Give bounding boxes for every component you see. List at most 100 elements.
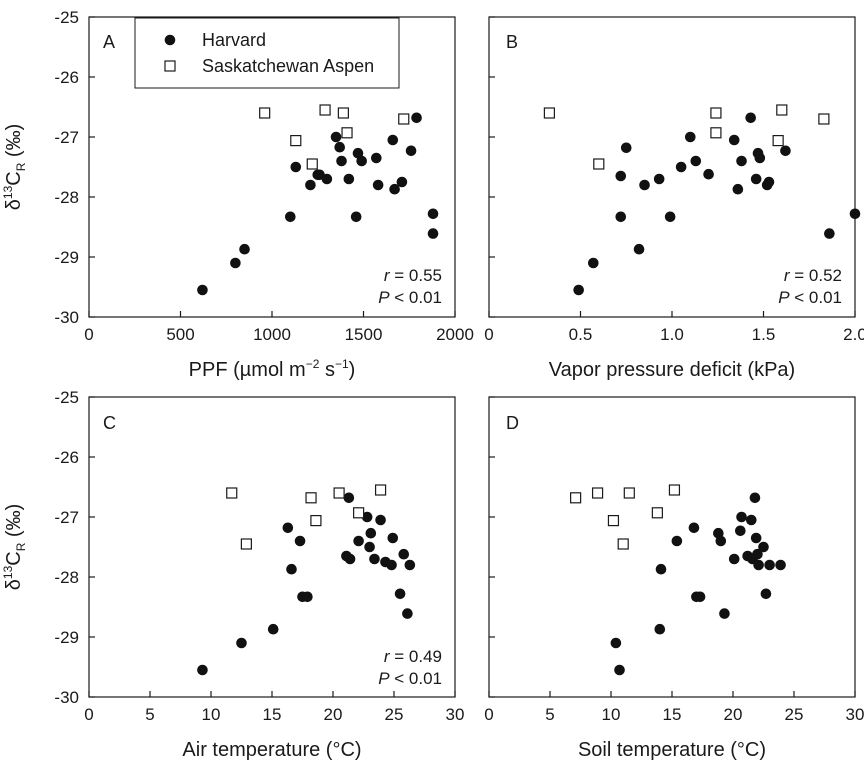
panel-d-x-tick-label: 20 <box>724 705 743 724</box>
panel-c-ticks: 0 5 10 15 20 25 30 -25 -26 -27 -28 -29 -30 <box>54 388 464 724</box>
harvard-point <box>387 134 399 146</box>
harvard-point <box>620 142 632 154</box>
saskatchewan-point <box>310 514 322 527</box>
harvard-point <box>746 514 757 526</box>
saskatchewan-point <box>543 107 555 119</box>
panel-d-x-tick-label: 30 <box>846 705 864 724</box>
harvard-point <box>344 553 356 565</box>
harvard-point <box>361 511 373 523</box>
harvard-point <box>197 664 208 676</box>
panel-c-y-tick-label: -26 <box>54 448 79 467</box>
legend-harvard-marker <box>164 34 176 46</box>
panel-a-x-tick-label: 2000 <box>436 325 474 344</box>
panel-d-frame <box>488 396 856 698</box>
panel-c-y-tick-label: -29 <box>54 628 79 647</box>
panel-a-y-tick-label: -29 <box>54 248 79 267</box>
harvard-point <box>330 131 342 143</box>
harvard-point <box>615 170 627 182</box>
harvard-point <box>614 664 625 676</box>
panel-d-x-tick-label: 15 <box>663 705 682 724</box>
harvard-point <box>694 591 706 603</box>
harvard-point <box>398 548 410 560</box>
harvard-point <box>750 173 762 185</box>
harvard-point <box>639 179 650 191</box>
saskatchewan-point <box>398 113 410 125</box>
harvard-point <box>690 155 702 167</box>
panel-a-ticks: 0 500 1000 1500 2000 -25 -26 -27 -28 -29 -30 <box>54 8 473 344</box>
harvard-point <box>350 211 362 223</box>
harvard-point <box>849 208 861 220</box>
saskatchewan-point <box>337 107 349 119</box>
saskatchewan-point <box>305 492 317 504</box>
harvard-point <box>749 492 761 504</box>
harvard-point <box>305 179 316 191</box>
panel-a-x-tick-label: 0 <box>84 325 93 344</box>
harvard-point <box>404 559 416 571</box>
harvard-point <box>763 176 775 188</box>
harvard-point <box>615 211 627 223</box>
saskatchewan-point <box>772 135 784 147</box>
harvard-point <box>633 243 645 255</box>
harvard-point <box>653 173 665 185</box>
panel-c-x-tick-label: 25 <box>385 705 404 724</box>
panel-a-stat-p: P < 0.01 <box>378 288 442 307</box>
panel-a-y-tick-label: -28 <box>54 188 79 207</box>
harvard-point <box>394 588 406 600</box>
harvard-point <box>754 152 766 164</box>
panel-c: C 0 5 10 15 20 25 30 -25 -26 -27 -28 -29 -30 r = 0.4… <box>54 388 464 724</box>
panel-a-letter: A <box>103 32 115 52</box>
harvard-point <box>764 559 775 571</box>
panel-b-points <box>543 104 861 296</box>
panel-b-x-tick-label: 0.5 <box>569 325 593 344</box>
panel-c-letter: C <box>103 413 116 433</box>
harvard-point <box>758 541 769 553</box>
panel-a-y-tick-label: -26 <box>54 68 79 87</box>
panel-c-x-axis-label: Air temperature (°C) <box>182 739 361 761</box>
harvard-point <box>336 155 347 167</box>
harvard-point <box>290 161 302 173</box>
harvard-point <box>236 637 247 649</box>
panel-c-y-tick-label: -30 <box>54 688 79 707</box>
harvard-point <box>389 183 400 195</box>
panel-c-stat-r: r = 0.49 <box>384 647 442 666</box>
harvard-point <box>239 243 250 255</box>
panel-d-x-tick-label: 0 <box>484 705 493 724</box>
saskatchewan-point <box>617 538 629 550</box>
harvard-point <box>427 228 439 239</box>
harvard-point <box>719 608 730 619</box>
panel-d-x-tick-label: 5 <box>545 705 554 724</box>
panel-a-points <box>197 104 439 296</box>
harvard-point <box>353 535 364 547</box>
panel-a-y-tick-label: -30 <box>54 308 79 327</box>
saskatchewan-point <box>710 107 722 119</box>
y-axis-label-bottom: δ13CR (‰) <box>1 504 28 591</box>
panel-b-letter: B <box>506 32 518 52</box>
saskatchewan-point <box>668 484 681 496</box>
harvard-point <box>745 112 756 124</box>
panel-c-y-tick-label: -28 <box>54 568 79 587</box>
harvard-point <box>654 623 666 635</box>
saskatchewan-point <box>240 538 252 550</box>
harvard-point <box>573 284 584 296</box>
panel-b-x-tick-label: 2.0 <box>843 325 864 344</box>
panel-c-points <box>197 484 416 676</box>
harvard-point <box>372 179 384 191</box>
panel-c-y-tick-label: -25 <box>54 388 79 407</box>
panel-a-stat-r: r = 0.55 <box>384 266 442 285</box>
panel-b-x-tick-label: 1.5 <box>752 325 776 344</box>
harvard-point <box>365 527 377 539</box>
panel-b-x-tick-label: 0 <box>484 325 493 344</box>
panel-b-x-axis-label: Vapor pressure deficit (kPa) <box>549 359 795 381</box>
harvard-point <box>588 257 599 269</box>
saskatchewan-point <box>374 484 387 496</box>
harvard-point <box>364 541 375 553</box>
harvard-point <box>753 559 764 571</box>
harvard-point <box>750 532 762 544</box>
harvard-point <box>405 145 417 157</box>
harvard-point <box>664 211 676 223</box>
harvard-point <box>736 155 747 167</box>
panel-d: D 0 5 10 15 20 25 30 <box>484 396 864 724</box>
saskatchewan-point <box>259 107 271 119</box>
panel-a-y-tick-label: -27 <box>54 128 79 147</box>
